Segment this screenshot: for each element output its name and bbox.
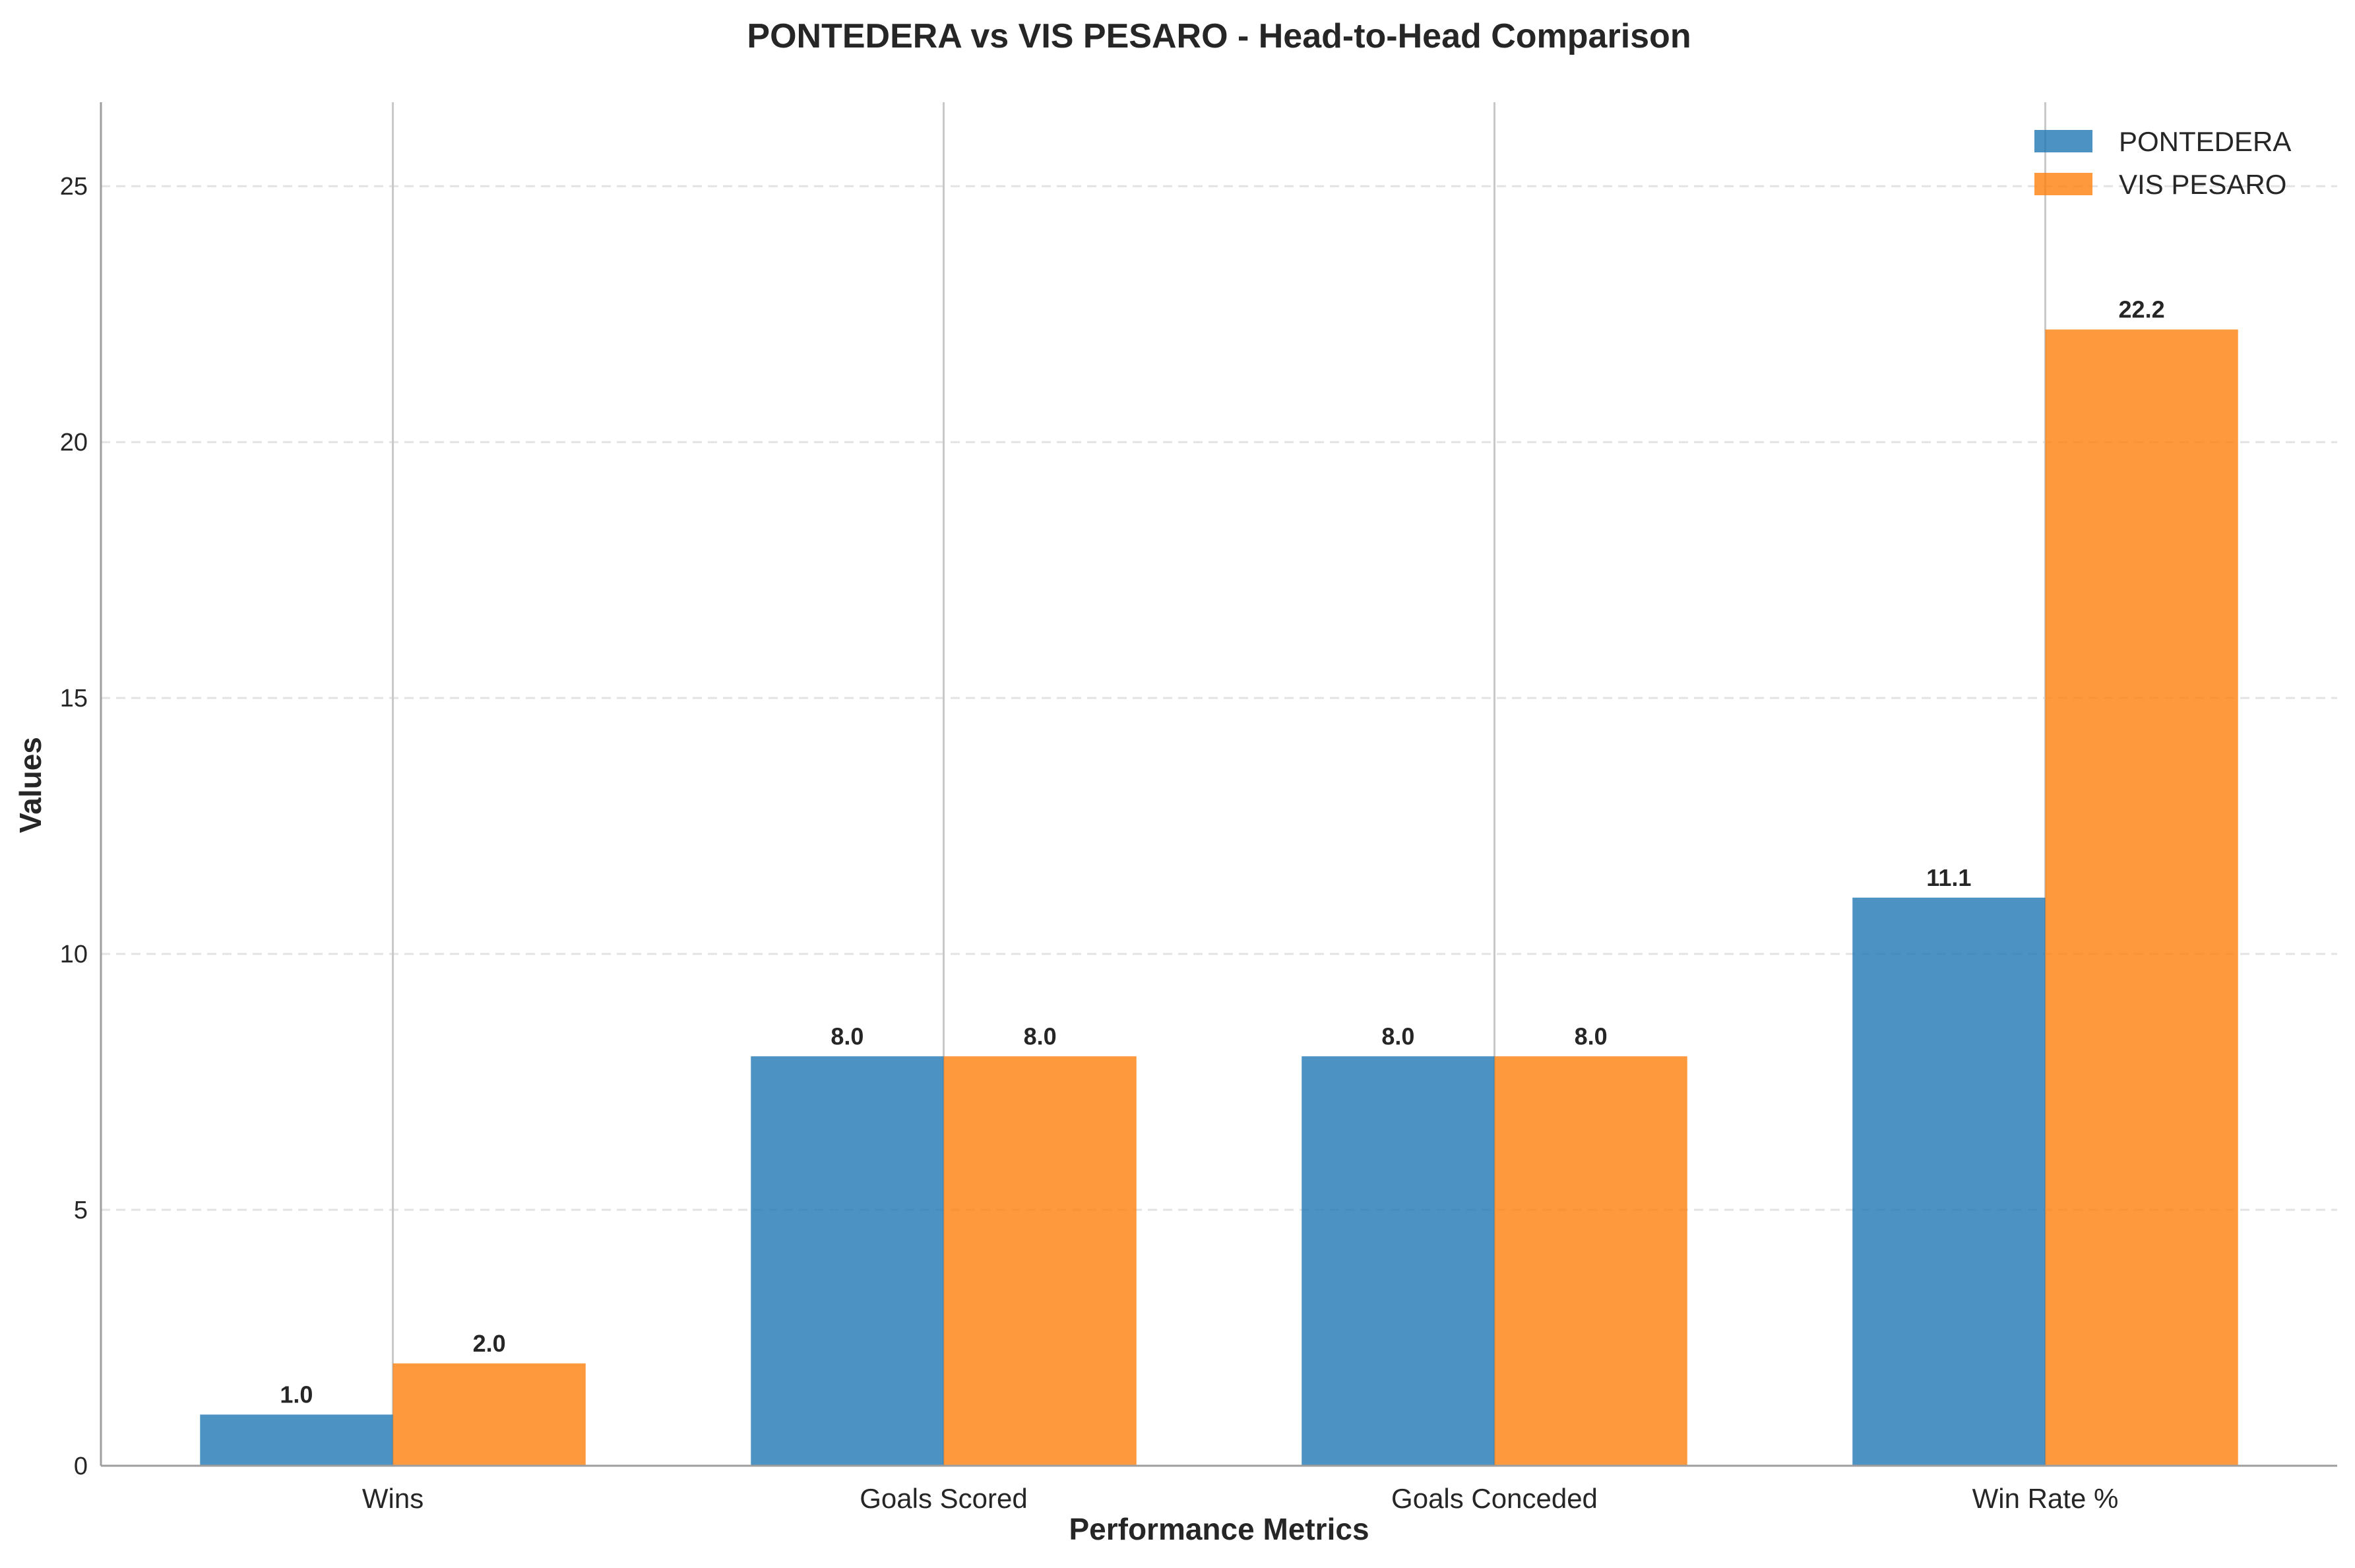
bars: [200, 329, 2238, 1466]
bar-pontedera: [200, 1414, 393, 1466]
bar-pontedera: [1302, 1056, 1495, 1466]
grid: [101, 185, 2337, 1211]
bar-vis-pesaro: [943, 1056, 1137, 1466]
x-tick-label: Wins: [362, 1483, 424, 1514]
legend-label-vis-pesaro: VIS PESARO: [2119, 169, 2286, 200]
y-tick-label: 5: [74, 1197, 88, 1224]
bar-value-label: 2.0: [473, 1330, 506, 1357]
bar-pontedera: [751, 1056, 944, 1466]
legend[interactable]: PONTEDERA VIS PESARO: [2034, 126, 2291, 200]
axes: 0 5 10 15 20 25 Wins Goals Scored Goals Conceded…: [60, 102, 2337, 1514]
y-tick-label: 15: [60, 685, 88, 712]
y-tick-label: 25: [60, 173, 88, 201]
bar-vis-pesaro: [1494, 1056, 1687, 1466]
bar-value-label: 8.0: [1381, 1022, 1414, 1050]
x-tick-label: Goals Conceded: [1391, 1483, 1598, 1514]
bar-value-label: 11.1: [1926, 864, 1971, 891]
bar-value-label: 8.0: [831, 1022, 864, 1050]
bar-vis-pesaro: [392, 1363, 586, 1466]
y-tick-label: 10: [60, 941, 88, 968]
chart-title: PONTEDERA vs VIS PESARO - Head-to-Head C…: [747, 17, 1691, 55]
x-tick-label: Goals Scored: [860, 1483, 1027, 1514]
bar-value-label: 1.0: [280, 1381, 313, 1408]
x-tick-label: Win Rate %: [1972, 1483, 2119, 1514]
bar-value-label: 8.0: [1575, 1022, 1608, 1050]
y-axis-title: Values: [13, 737, 47, 833]
y-tick-label: 20: [60, 429, 88, 456]
bar-vis-pesaro: [2045, 329, 2238, 1466]
bar-value-label: 22.2: [2119, 296, 2165, 323]
data-labels: 1.0 8.0 8.0 11.1 2.0 8.0 8.0 22.2: [280, 296, 2164, 1408]
bar-value-label: 8.0: [1024, 1022, 1057, 1050]
legend-label-pontedera: PONTEDERA: [2119, 126, 2291, 157]
legend-swatch-pontedera: [2034, 130, 2092, 152]
legend-swatch-vis-pesaro: [2034, 173, 2092, 195]
bar-pontedera: [1852, 897, 2046, 1466]
y-tick-label: 0: [74, 1453, 88, 1480]
x-axis-title: Performance Metrics: [1069, 1512, 1369, 1546]
